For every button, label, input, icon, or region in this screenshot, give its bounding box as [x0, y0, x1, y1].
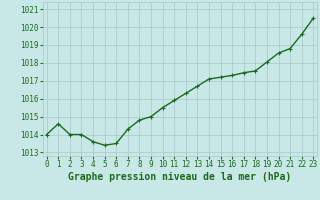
X-axis label: Graphe pression niveau de la mer (hPa): Graphe pression niveau de la mer (hPa) [68, 172, 292, 182]
